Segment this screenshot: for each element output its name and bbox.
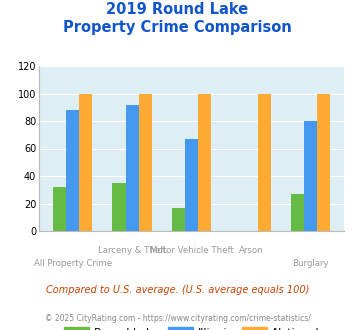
Text: Burglary: Burglary xyxy=(293,259,329,268)
Bar xyxy=(198,93,211,231)
Bar xyxy=(66,110,79,231)
Text: Property Crime Comparison: Property Crime Comparison xyxy=(63,20,292,35)
Text: All Property Crime: All Property Crime xyxy=(33,259,111,268)
Text: 2019 Round Lake: 2019 Round Lake xyxy=(106,2,248,16)
Text: Arson: Arson xyxy=(239,246,263,255)
Bar xyxy=(258,93,271,231)
Text: Compared to U.S. average. (U.S. average equals 100): Compared to U.S. average. (U.S. average … xyxy=(46,285,309,295)
Text: Larceny & Theft: Larceny & Theft xyxy=(98,246,166,255)
Bar xyxy=(79,93,92,231)
Bar xyxy=(172,208,185,231)
Bar xyxy=(53,187,66,231)
Legend: Round Lake, Illinois, National: Round Lake, Illinois, National xyxy=(60,322,323,330)
Bar xyxy=(304,121,317,231)
Bar xyxy=(317,93,331,231)
Bar xyxy=(113,183,126,231)
Bar xyxy=(139,93,152,231)
Bar xyxy=(126,105,139,231)
Text: Motor Vehicle Theft: Motor Vehicle Theft xyxy=(150,246,234,255)
Bar xyxy=(291,194,304,231)
Text: © 2025 CityRating.com - https://www.cityrating.com/crime-statistics/: © 2025 CityRating.com - https://www.city… xyxy=(45,314,310,323)
Bar xyxy=(185,139,198,231)
